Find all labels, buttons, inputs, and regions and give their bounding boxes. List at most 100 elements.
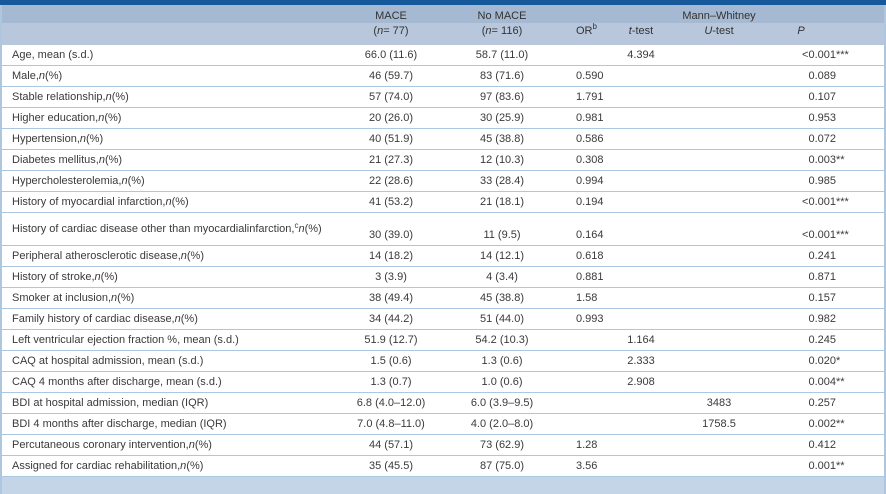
cell-t-test: 2.908	[627, 376, 655, 388]
table-row: BDI at hospital admission, median (IQR) …	[2, 393, 884, 414]
cell-p-value: 0.089	[766, 66, 884, 86]
cell-mace-value: 6.8 (4.0–12.0)	[356, 397, 426, 409]
cell-p-value: 0.001 **	[766, 456, 884, 476]
significance-stars: **	[836, 459, 845, 472]
cell-mann-whitney	[672, 372, 766, 392]
cell-no-mace-value: 1.3 (0.6)	[481, 355, 523, 367]
cell-mann-whitney	[672, 246, 766, 266]
p-value-number: 0.245	[808, 334, 836, 346]
p-value-number: 0.089	[808, 70, 836, 82]
cell-mace-value: 34 (44.2)	[368, 313, 414, 325]
column-header-t-test: t -test	[610, 5, 672, 45]
cell-mace-value: 1.5 (0.6)	[370, 355, 412, 367]
table-row: Hypercholesterolemia, n (%) 22 (28.6) 33…	[2, 171, 884, 192]
cell-t-test	[610, 108, 672, 128]
cell-characteristic-label: Stable relationship, n (%)	[2, 87, 336, 107]
text-segment: CAQ at hospital admission, mean (s.d.)	[12, 355, 204, 367]
cell-characteristic-label: Family history of cardiac disease, n (%)	[2, 309, 336, 329]
cell-odds-ratio: 0.994	[576, 175, 604, 187]
text-segment: -test	[712, 25, 734, 37]
cell-t-test	[610, 246, 672, 266]
text-segment: OR	[576, 25, 593, 37]
cell-mace-value: 22 (28.6)	[368, 175, 414, 187]
cell-no-mace-value: 4.0 (2.0–8.0)	[470, 418, 534, 430]
column-header-odds-ratio: OR b	[558, 5, 610, 45]
cell-mace-value: 57 (74.0)	[368, 91, 414, 103]
cell-t-test	[610, 192, 672, 212]
cell-mann-whitney: 3483	[706, 397, 732, 409]
text-segment: History of myocardial infarction,	[12, 196, 166, 208]
cell-t-test: 2.333	[627, 355, 655, 367]
cell-p-value: 0.982	[766, 309, 884, 329]
cell-mann-whitney	[672, 192, 766, 212]
cell-t-test: 4.394	[627, 49, 655, 61]
text-segment: No MACE	[477, 10, 527, 22]
table-row: Smoker at inclusion, n (%) 38 (49.4) 45 …	[2, 288, 884, 309]
table-row: History of cardiac disease other than my…	[2, 213, 884, 246]
table-row: Peripheral atherosclerotic disease, n (%…	[2, 246, 884, 267]
text-segment: n	[298, 223, 305, 235]
table-row: History of myocardial infarction, n (%) …	[2, 192, 884, 213]
cell-odds-ratio	[558, 372, 610, 392]
cell-no-mace-value: 58.7 (11.0)	[475, 49, 529, 61]
cell-t-test	[610, 66, 672, 86]
table-row: CAQ 4 months after discharge, mean (s.d.…	[2, 372, 884, 393]
cell-mann-whitney	[672, 150, 766, 170]
cell-odds-ratio: 3.56	[576, 460, 598, 472]
text-segment: (%)	[304, 223, 322, 235]
cell-characteristic-label: Left ventricular ejection fraction %, me…	[2, 330, 336, 350]
cell-odds-ratio: 1.28	[576, 439, 598, 451]
text-segment: n	[94, 271, 101, 283]
text-segment: c	[294, 221, 299, 230]
p-value-number: 0.241	[808, 250, 836, 262]
text-segment: Assigned for cardiac rehabilitation,	[12, 460, 181, 472]
column-header-line: No MACE	[446, 5, 558, 23]
text-segment: n	[165, 196, 172, 208]
cell-p-value: 0.107	[766, 87, 884, 107]
column-header-mann-whitney: Mann–Whitney U -test	[672, 5, 766, 45]
text-segment: n	[377, 25, 384, 37]
cell-p-value: 0.871	[766, 267, 884, 287]
cell-characteristic-label: CAQ at hospital admission, mean (s.d.)	[2, 351, 336, 371]
cell-characteristic-label: Higher education, n (%)	[2, 108, 336, 128]
cell-p-value: 0.245	[766, 330, 884, 350]
text-segment: BDI at hospital admission, median (IQR)	[12, 397, 209, 409]
cell-t-test: 1.164	[627, 334, 655, 346]
cell-characteristic-label: Smoker at inclusion, n (%)	[2, 288, 336, 308]
text-segment: (%)	[45, 70, 63, 82]
table-row: Percutaneous coronary intervention, n (%…	[2, 435, 884, 456]
cell-odds-ratio: 0.164	[576, 229, 604, 241]
cell-mann-whitney	[672, 45, 766, 65]
table-row: Assigned for cardiac rehabilitation, n (…	[2, 456, 884, 477]
cell-odds-ratio: 0.881	[576, 271, 604, 283]
cell-mace-value: 38 (49.4)	[368, 292, 414, 304]
column-header-line: Mann–Whitney	[672, 5, 766, 23]
table-row: Higher education, n (%) 20 (26.0) 30 (25…	[2, 108, 884, 129]
significance-stars: **	[836, 375, 845, 388]
significance-stars: **	[836, 153, 845, 166]
p-value-number: 0.982	[808, 313, 836, 325]
cell-mace-value: 51.9 (12.7)	[364, 334, 418, 346]
text-segment: History of stroke,	[12, 271, 95, 283]
cell-no-mace-value: 12 (10.3)	[479, 154, 525, 166]
cell-characteristic-label: Diabetes mellitus, n (%)	[2, 150, 336, 170]
cell-mace-value: 44 (57.1)	[368, 439, 414, 451]
cell-t-test	[610, 87, 672, 107]
cell-no-mace-value: 45 (38.8)	[479, 292, 525, 304]
column-header-label	[2, 5, 336, 45]
cell-mace-value: 3 (3.9)	[375, 271, 407, 283]
cell-t-test	[610, 288, 672, 308]
cell-odds-ratio: 0.618	[576, 250, 604, 262]
column-header-no-mace: No MACE (n = 116)	[446, 5, 558, 45]
p-value-number: 0.001	[808, 460, 836, 472]
text-segment: n	[180, 250, 187, 262]
text-segment: n	[188, 439, 195, 451]
text-segment: Age, mean (s.d.)	[12, 49, 94, 61]
cell-t-test	[610, 129, 672, 149]
cell-odds-ratio	[558, 393, 610, 413]
table-row: Family history of cardiac disease, n (%)…	[2, 309, 884, 330]
cell-mann-whitney	[672, 456, 766, 476]
cell-mann-whitney	[672, 108, 766, 128]
text-segment: n	[79, 133, 86, 145]
cell-t-test	[610, 150, 672, 170]
